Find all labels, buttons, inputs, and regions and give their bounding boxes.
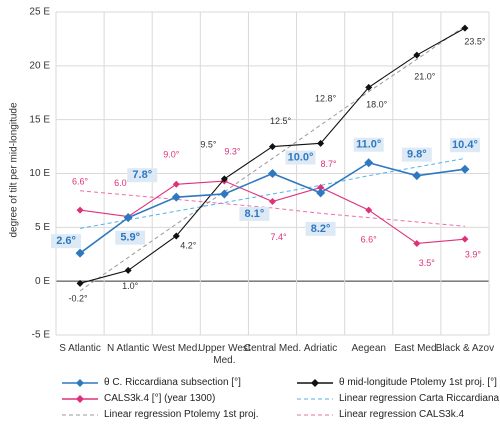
regression-line bbox=[79, 25, 466, 292]
label-box bbox=[353, 137, 384, 152]
label-box bbox=[449, 138, 480, 153]
data-label: 8.2° bbox=[311, 223, 331, 235]
data-label: 2.6° bbox=[56, 235, 76, 247]
data-label: 6.6° bbox=[361, 234, 378, 244]
point bbox=[75, 248, 85, 258]
data-label: 10.0° bbox=[288, 151, 314, 163]
point bbox=[460, 164, 470, 174]
x-tick-label: West Med. bbox=[152, 343, 201, 354]
y-tick-label: 20 E bbox=[29, 60, 50, 71]
label-box bbox=[305, 221, 336, 236]
y-tick-label: 0 E bbox=[35, 276, 50, 287]
point bbox=[172, 180, 180, 188]
legend-marker bbox=[76, 379, 84, 387]
point bbox=[317, 139, 325, 147]
point bbox=[123, 213, 133, 223]
x-tick-label: S Atlantic bbox=[59, 343, 101, 354]
label-box bbox=[127, 168, 158, 183]
point bbox=[76, 206, 84, 214]
data-label: 4.2° bbox=[180, 240, 197, 250]
y-tick-label: 15 E bbox=[29, 114, 50, 125]
data-label: 7.4° bbox=[270, 232, 287, 242]
legend-label: Linear regression Ptolemy 1st proj. bbox=[104, 409, 259, 420]
data-label: 9.0° bbox=[163, 150, 180, 160]
point bbox=[220, 175, 228, 183]
data-label: 6.6° bbox=[72, 176, 89, 186]
point bbox=[413, 51, 421, 59]
legend-marker bbox=[76, 395, 84, 403]
point bbox=[269, 197, 276, 205]
data-label: 8.7° bbox=[321, 159, 338, 169]
y-tick-label: 25 E bbox=[29, 7, 50, 18]
point bbox=[219, 189, 229, 199]
point bbox=[364, 158, 374, 168]
x-tick-label: East Med. bbox=[394, 343, 440, 354]
data-label: 7.8° bbox=[132, 169, 152, 181]
data-label: 10.4° bbox=[452, 139, 478, 151]
data-label: 12.5° bbox=[270, 116, 292, 126]
data-label: 9.3° bbox=[224, 146, 241, 156]
point bbox=[171, 192, 181, 202]
data-label: 3.9° bbox=[465, 250, 482, 260]
series-layer: 6.6° 6.0° 9.0° 9.3° 7.4° 8.7° 6.6° 3.5° 3.9° -0.2… bbox=[51, 24, 486, 304]
regression-line bbox=[79, 157, 466, 229]
data-label: 5.9° bbox=[120, 232, 140, 244]
point bbox=[316, 188, 326, 198]
point bbox=[172, 232, 180, 240]
point bbox=[269, 143, 276, 151]
data-label: 21.0° bbox=[414, 71, 436, 81]
x-tick-label: N Atlantic bbox=[107, 343, 150, 354]
label-box bbox=[115, 230, 146, 245]
point bbox=[461, 24, 469, 32]
point bbox=[365, 206, 373, 214]
y-tick-label: 5 E bbox=[35, 222, 50, 233]
point bbox=[268, 169, 277, 178]
data-label: 1.0° bbox=[122, 281, 139, 291]
label-box bbox=[285, 150, 316, 165]
data-label: 3.5° bbox=[419, 258, 436, 268]
point bbox=[365, 83, 373, 91]
data-label: 23.5° bbox=[464, 37, 486, 47]
regression-line bbox=[80, 190, 465, 227]
x-tick-label: Upper West Med. bbox=[198, 343, 251, 366]
legend-label: Linear regression CALS3k.4 bbox=[339, 409, 465, 420]
data-label: 9.5° bbox=[200, 139, 217, 149]
data-label: -0.2° bbox=[69, 294, 89, 304]
data-label: 8.1° bbox=[245, 208, 265, 220]
x-tick-label: Aegean bbox=[351, 343, 386, 354]
label-box bbox=[51, 234, 82, 249]
data-label: 18.0° bbox=[366, 100, 388, 110]
y-tick-label: 10 E bbox=[29, 168, 50, 179]
legend-marker bbox=[311, 379, 319, 387]
point bbox=[76, 279, 84, 287]
point bbox=[317, 183, 325, 191]
data-label: 11.0° bbox=[356, 139, 381, 151]
point bbox=[124, 266, 132, 274]
x-tick-label: Black & Azov bbox=[435, 343, 495, 354]
data-label: 9.8° bbox=[407, 149, 427, 161]
label-box bbox=[239, 206, 270, 221]
x-tick-label: Adriatic bbox=[303, 343, 338, 354]
legend-label: CALS3k.4 [°] (year 1300) bbox=[104, 393, 216, 404]
label-box bbox=[401, 147, 432, 162]
legend-label: Linear regression Carta Riccardiana bbox=[339, 393, 500, 404]
point bbox=[413, 239, 421, 247]
data-label: 12.8° bbox=[315, 94, 337, 104]
point bbox=[461, 235, 469, 243]
legend-label: θ mid-longitude Ptolemy 1st proj. [°] bbox=[339, 377, 497, 388]
x-tick-label: Central Med. bbox=[243, 343, 302, 354]
point bbox=[412, 171, 422, 181]
y-axis-label: degree of tilt per mid-longitude bbox=[9, 102, 20, 238]
legend-label: θ C. Riccardiana subsection [°] bbox=[104, 377, 241, 388]
data-label: 6.0° bbox=[114, 178, 131, 188]
y-tick-label: -5 E bbox=[32, 330, 51, 341]
